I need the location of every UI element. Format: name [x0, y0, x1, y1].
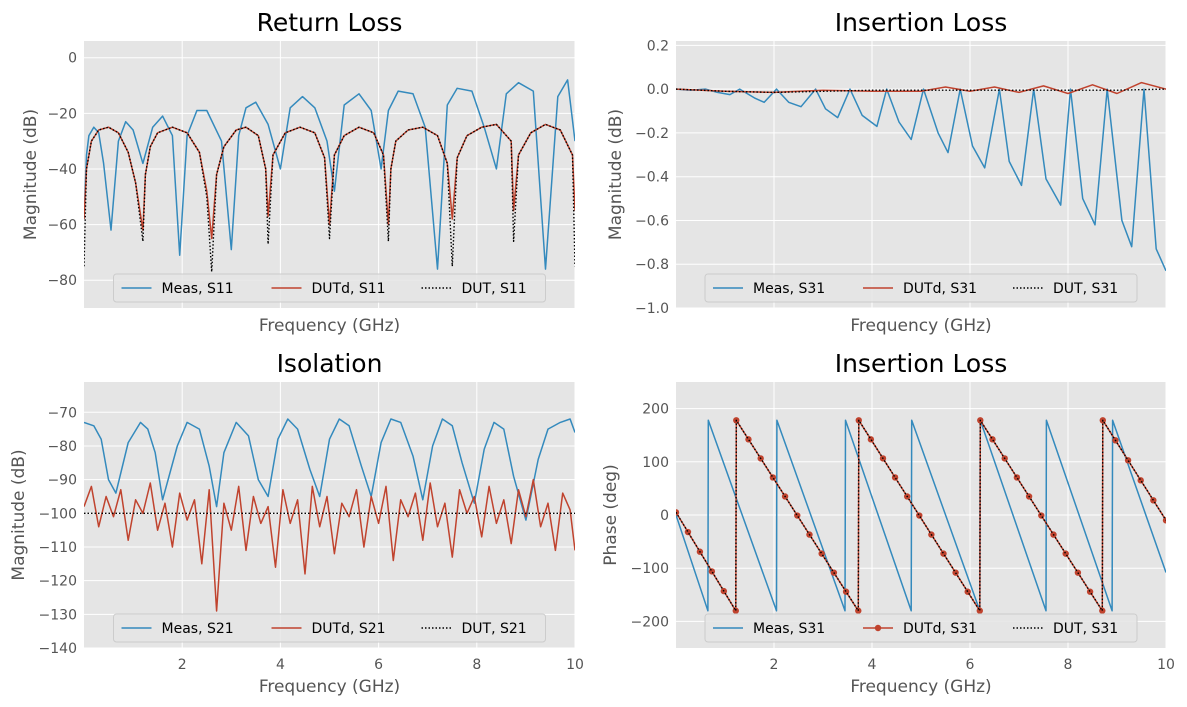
y-tick-label: −200 — [631, 614, 669, 630]
legend: Meas, S31 DUTd, S31 DUT, S31 — [704, 273, 1138, 303]
data-marker — [1062, 550, 1069, 557]
chart-title: Insertion Loss — [835, 349, 1008, 378]
data-marker — [769, 474, 777, 481]
series-line-dutd-s21 — [84, 478, 575, 612]
panel-isolation: Isolation Frequency (GHz) Magnitude (dB)… — [9, 349, 584, 697]
x-axis-label: Frequency (GHz) — [259, 316, 400, 336]
legend-label: DUTd, S21 — [312, 621, 386, 637]
y-axis-label: Magnitude (dB) — [9, 449, 29, 580]
chart-title: Isolation — [277, 349, 383, 378]
y-tick-label: 100 — [642, 455, 669, 471]
legend: Meas, S11 DUTd, S11 DUT, S11 — [113, 273, 546, 303]
y-tick-label: 0.0 — [647, 82, 669, 98]
data-marker — [684, 528, 692, 536]
legend-label: DUT, S11 — [462, 281, 527, 297]
x-tick-label: 2 — [178, 657, 187, 673]
x-axis-label: Frequency (GHz) — [850, 677, 991, 697]
x-tick-label: 4 — [868, 657, 877, 673]
chart-title: Return Loss — [257, 8, 403, 37]
y-tick-label: −130 — [39, 607, 77, 623]
y-tick-label: −0.4 — [635, 170, 669, 186]
y-axis-label: Magnitude (dB) — [606, 109, 626, 240]
x-tick-label: 6 — [966, 657, 975, 673]
legend-label: Meas, S31 — [753, 281, 825, 297]
data-marker — [708, 568, 716, 575]
y-tick-label: −40 — [47, 162, 77, 178]
legend-label: DUTd, S31 — [903, 621, 977, 637]
data-marker — [1137, 477, 1144, 484]
y-axis-label: Phase (deg) — [601, 464, 621, 565]
y-tick-label: −120 — [39, 574, 77, 590]
x-tick-label: 4 — [276, 657, 285, 673]
x-tick-label: 8 — [472, 657, 481, 673]
panel-insertion-loss-magnitude: Insertion Loss Frequency (GHz) Magnitude… — [606, 8, 1167, 336]
series-line-dut-s31 — [676, 419, 1166, 612]
data-marker — [794, 512, 801, 519]
panel-insertion-loss-phase: Insertion Loss Frequency (GHz) Phase (de… — [601, 349, 1175, 697]
x-axis-label: Frequency (GHz) — [259, 677, 400, 697]
legend-label: Meas, S21 — [162, 621, 234, 637]
x-tick-label: 10 — [1157, 657, 1175, 673]
x-tick-label: 6 — [374, 657, 383, 673]
data-marker — [745, 436, 752, 443]
y-tick-label: −80 — [47, 439, 77, 455]
data-marker — [964, 588, 971, 595]
data-marker — [1124, 457, 1132, 464]
y-tick-label: −70 — [47, 405, 77, 421]
series-line-meas-s21 — [84, 418, 575, 521]
panel-return-loss: Return Loss Frequency (GHz) Magnitude (d… — [21, 8, 576, 336]
series-line-dut-s11 — [84, 123, 575, 273]
legend-label: DUT, S31 — [1053, 281, 1118, 297]
legend-marker — [874, 624, 882, 632]
data-marker — [818, 550, 825, 557]
legend: Meas, S21 DUTd, S21 DUT, S21 — [113, 613, 546, 643]
data-marker — [676, 509, 680, 516]
series-line-meas-s11 — [84, 79, 575, 270]
series-line-meas-s31 — [676, 88, 1166, 272]
x-tick-label: 8 — [1064, 657, 1073, 673]
x-tick-label: 10 — [566, 657, 584, 673]
y-tick-label: 0 — [68, 51, 77, 67]
legend-label: DUT, S21 — [462, 621, 527, 637]
y-tick-label: 200 — [642, 402, 669, 418]
y-tick-label: −20 — [47, 106, 77, 122]
y-tick-label: 0 — [660, 508, 669, 524]
chart-title: Insertion Loss — [835, 8, 1008, 37]
y-tick-label: −60 — [47, 218, 77, 234]
y-tick-label: 0.2 — [647, 38, 669, 54]
y-tick-label: −0.2 — [635, 126, 669, 142]
legend-label: DUTd, S31 — [903, 281, 977, 297]
data-marker — [1162, 517, 1166, 524]
data-marker — [916, 512, 923, 519]
y-tick-label: −1.0 — [635, 301, 669, 317]
y-tick-label: −100 — [631, 561, 669, 577]
y-tick-label: −140 — [39, 641, 77, 657]
data-marker — [867, 436, 875, 443]
x-tick-label: 2 — [770, 657, 779, 673]
y-tick-label: −110 — [39, 540, 77, 556]
x-axis-label: Frequency (GHz) — [850, 316, 991, 336]
series-line-dut-s31 — [676, 88, 1166, 94]
data-marker — [1038, 512, 1045, 519]
legend: Meas, S31 DUTd, S31 DUT, S31 — [704, 613, 1138, 643]
legend-label: Meas, S11 — [162, 281, 234, 297]
y-tick-label: −0.8 — [635, 257, 669, 273]
data-marker — [732, 607, 739, 614]
data-marker — [989, 436, 996, 443]
y-tick-label: −0.6 — [635, 213, 669, 229]
data-marker — [1013, 474, 1021, 481]
legend-label: Meas, S31 — [753, 621, 825, 637]
y-tick-label: −100 — [39, 506, 77, 522]
data-marker — [891, 474, 899, 481]
series-line-meas-s31 — [676, 419, 1166, 612]
plot-area — [84, 41, 575, 308]
y-axis-label: Magnitude (dB) — [21, 109, 41, 240]
y-tick-label: −90 — [47, 473, 77, 489]
legend-label: DUT, S31 — [1053, 621, 1118, 637]
y-tick-label: −80 — [47, 273, 77, 289]
legend-label: DUTd, S11 — [312, 281, 386, 297]
plot-area — [676, 41, 1166, 308]
